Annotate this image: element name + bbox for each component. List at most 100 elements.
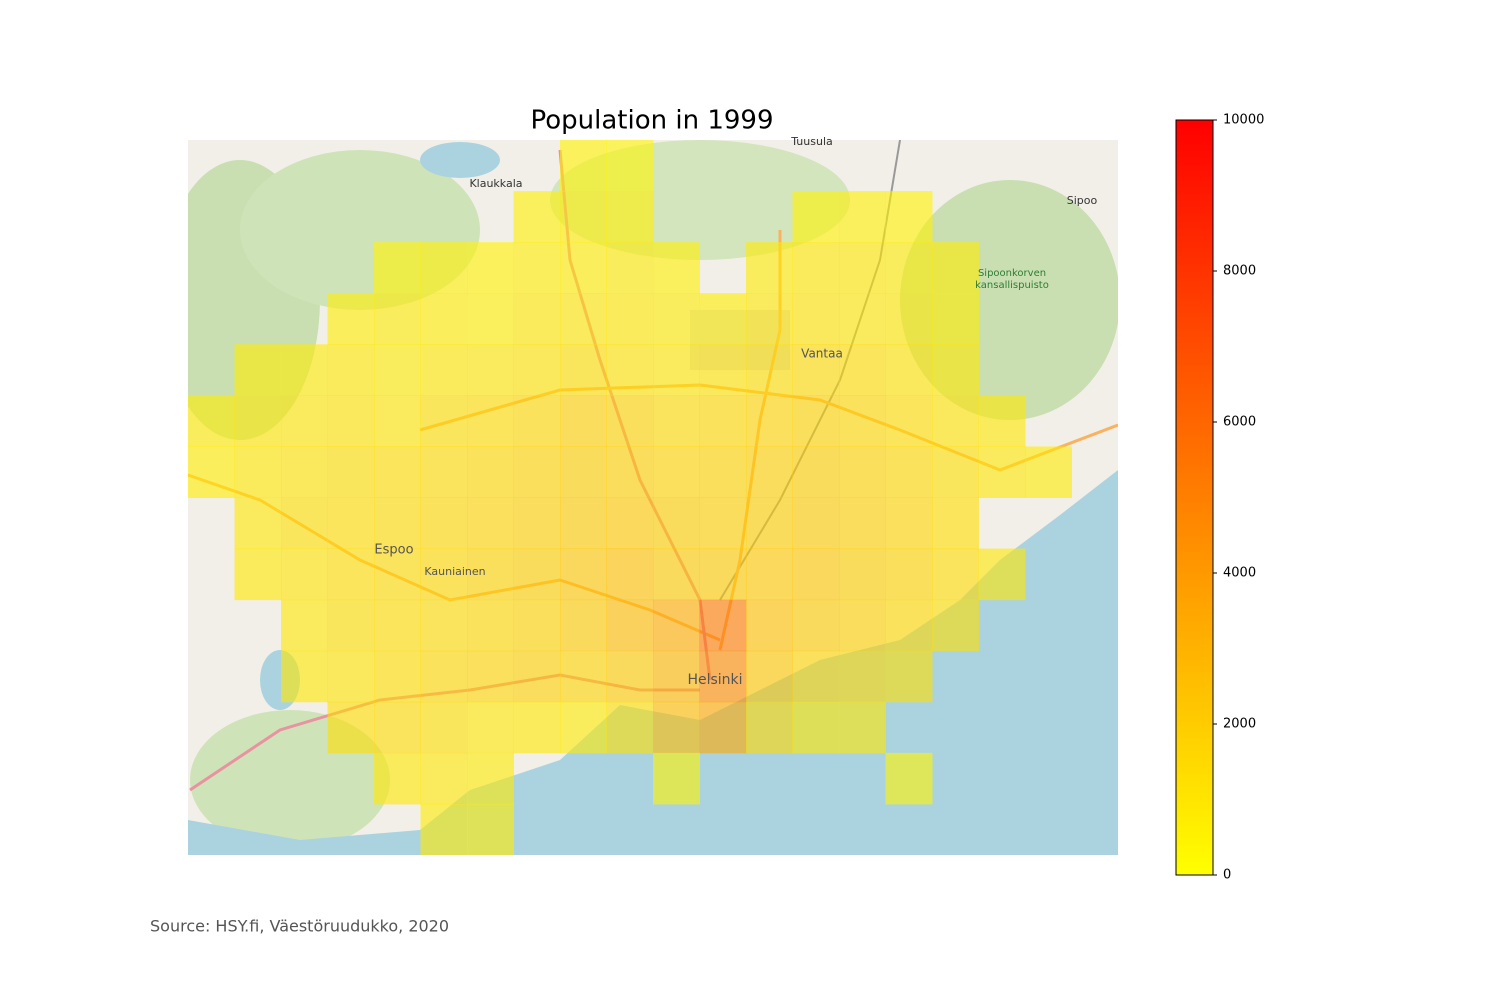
population-cell (560, 548, 607, 601)
population-cell (978, 395, 1026, 447)
population-cell (839, 650, 886, 703)
population-cell (885, 497, 933, 550)
population-cell (327, 497, 375, 550)
population-cell (420, 752, 468, 805)
population-cell (653, 650, 700, 703)
place-label: Vantaa (801, 347, 843, 361)
population-cell (188, 446, 235, 498)
population-cell (885, 446, 933, 498)
population-cell (374, 293, 421, 345)
population-cell (374, 599, 421, 652)
population-cell (513, 293, 561, 345)
population-cell (746, 650, 793, 703)
population-cell (699, 293, 747, 345)
population-cell (932, 293, 979, 345)
population-cell (653, 701, 700, 754)
population-cell (281, 395, 328, 447)
population-cell (746, 446, 793, 498)
population-cell (792, 497, 840, 550)
population-cell (885, 191, 933, 243)
population-cell (374, 242, 421, 294)
population-cell (606, 140, 654, 192)
population-cell (746, 293, 793, 345)
population-cell (746, 599, 793, 652)
population-cell (281, 446, 328, 498)
population-cell (839, 548, 886, 601)
population-cell (234, 344, 282, 396)
population-cell (560, 293, 607, 345)
population-cell (560, 701, 607, 754)
population-cell (885, 293, 933, 345)
population-cell (234, 446, 282, 498)
place-label: kansallispuisto (975, 280, 1049, 291)
population-cell (513, 191, 561, 243)
population-cell (513, 446, 561, 498)
population-cell (699, 395, 747, 447)
population-cell (467, 650, 514, 703)
population-cell (699, 599, 747, 652)
population-cell (513, 242, 561, 294)
population-cell (746, 497, 793, 550)
population-cell (467, 446, 514, 498)
population-cell (327, 344, 375, 396)
population-cell (978, 548, 1026, 601)
population-cell (653, 752, 700, 805)
population-cell (420, 599, 468, 652)
population-cell (513, 344, 561, 396)
population-cell (420, 701, 468, 754)
population-cell (467, 497, 514, 550)
population-cell (327, 395, 375, 447)
population-cell (234, 548, 282, 601)
place-label: Sipoonkorven (978, 268, 1046, 279)
population-cell (839, 395, 886, 447)
place-label: Espoo (374, 543, 413, 558)
population-cell (792, 242, 840, 294)
place-label: Klaukkala (469, 177, 522, 190)
population-cell (327, 599, 375, 652)
population-cell (699, 497, 747, 550)
population-cell (932, 344, 979, 396)
population-cell (653, 344, 700, 396)
population-cell (606, 191, 654, 243)
population-cell (467, 599, 514, 652)
population-cell (606, 293, 654, 345)
population-cell (606, 395, 654, 447)
population-cell (699, 446, 747, 498)
population-cell (932, 242, 979, 294)
population-cell (606, 650, 654, 703)
population-grid (188, 140, 1072, 855)
population-cell (327, 446, 375, 498)
population-cell (839, 497, 886, 550)
population-cell (560, 446, 607, 498)
population-cell (653, 446, 700, 498)
population-cell (513, 599, 561, 652)
population-cell (653, 242, 700, 294)
population-cell (374, 701, 421, 754)
colorbar (1175, 119, 1214, 876)
population-cell (560, 344, 607, 396)
population-cell (932, 599, 979, 652)
population-cell (792, 191, 840, 243)
population-cell (792, 599, 840, 652)
population-cell (560, 599, 607, 652)
population-cell (839, 293, 886, 345)
population-cell (839, 446, 886, 498)
population-cell (932, 446, 979, 498)
population-cell (513, 650, 561, 703)
population-cell (932, 497, 979, 550)
colorbar-tick-label: 2000 (1223, 717, 1256, 732)
population-cell (420, 650, 468, 703)
population-cell (513, 395, 561, 447)
population-cell (513, 497, 561, 550)
population-cell (792, 650, 840, 703)
population-cell (188, 395, 235, 447)
population-cell (560, 191, 607, 243)
population-cell (606, 344, 654, 396)
population-cell (420, 548, 468, 601)
population-cell (327, 548, 375, 601)
population-cell (746, 344, 793, 396)
population-cell (606, 497, 654, 550)
population-cell (1025, 446, 1072, 498)
place-label: Kauniainen (424, 565, 485, 578)
